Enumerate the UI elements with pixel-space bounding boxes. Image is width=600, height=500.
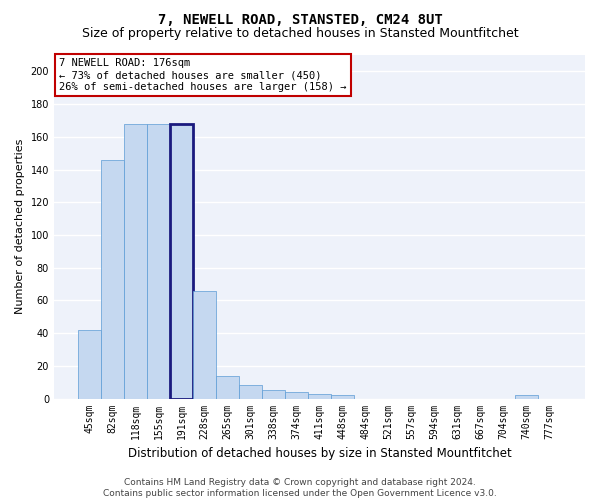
Text: Contains HM Land Registry data © Crown copyright and database right 2024.
Contai: Contains HM Land Registry data © Crown c… (103, 478, 497, 498)
Bar (78, 330, 101, 398)
Bar (147, 124, 170, 398)
Bar (193, 290, 216, 399)
Bar (216, 376, 239, 398)
Bar (262, 390, 285, 398)
Bar (308, 394, 331, 398)
Bar (124, 124, 147, 398)
Bar (515, 396, 538, 398)
Bar (331, 396, 354, 398)
Y-axis label: Number of detached properties: Number of detached properties (15, 139, 25, 314)
Bar (285, 392, 308, 398)
Text: 7, NEWELL ROAD, STANSTED, CM24 8UT: 7, NEWELL ROAD, STANSTED, CM24 8UT (158, 12, 442, 26)
Text: Size of property relative to detached houses in Stansted Mountfitchet: Size of property relative to detached ho… (82, 28, 518, 40)
Bar (239, 386, 262, 398)
Text: 7 NEWELL ROAD: 176sqm
← 73% of detached houses are smaller (450)
26% of semi-det: 7 NEWELL ROAD: 176sqm ← 73% of detached … (59, 58, 347, 92)
Bar (170, 124, 193, 398)
X-axis label: Distribution of detached houses by size in Stansted Mountfitchet: Distribution of detached houses by size … (128, 447, 511, 460)
Bar (101, 160, 124, 398)
